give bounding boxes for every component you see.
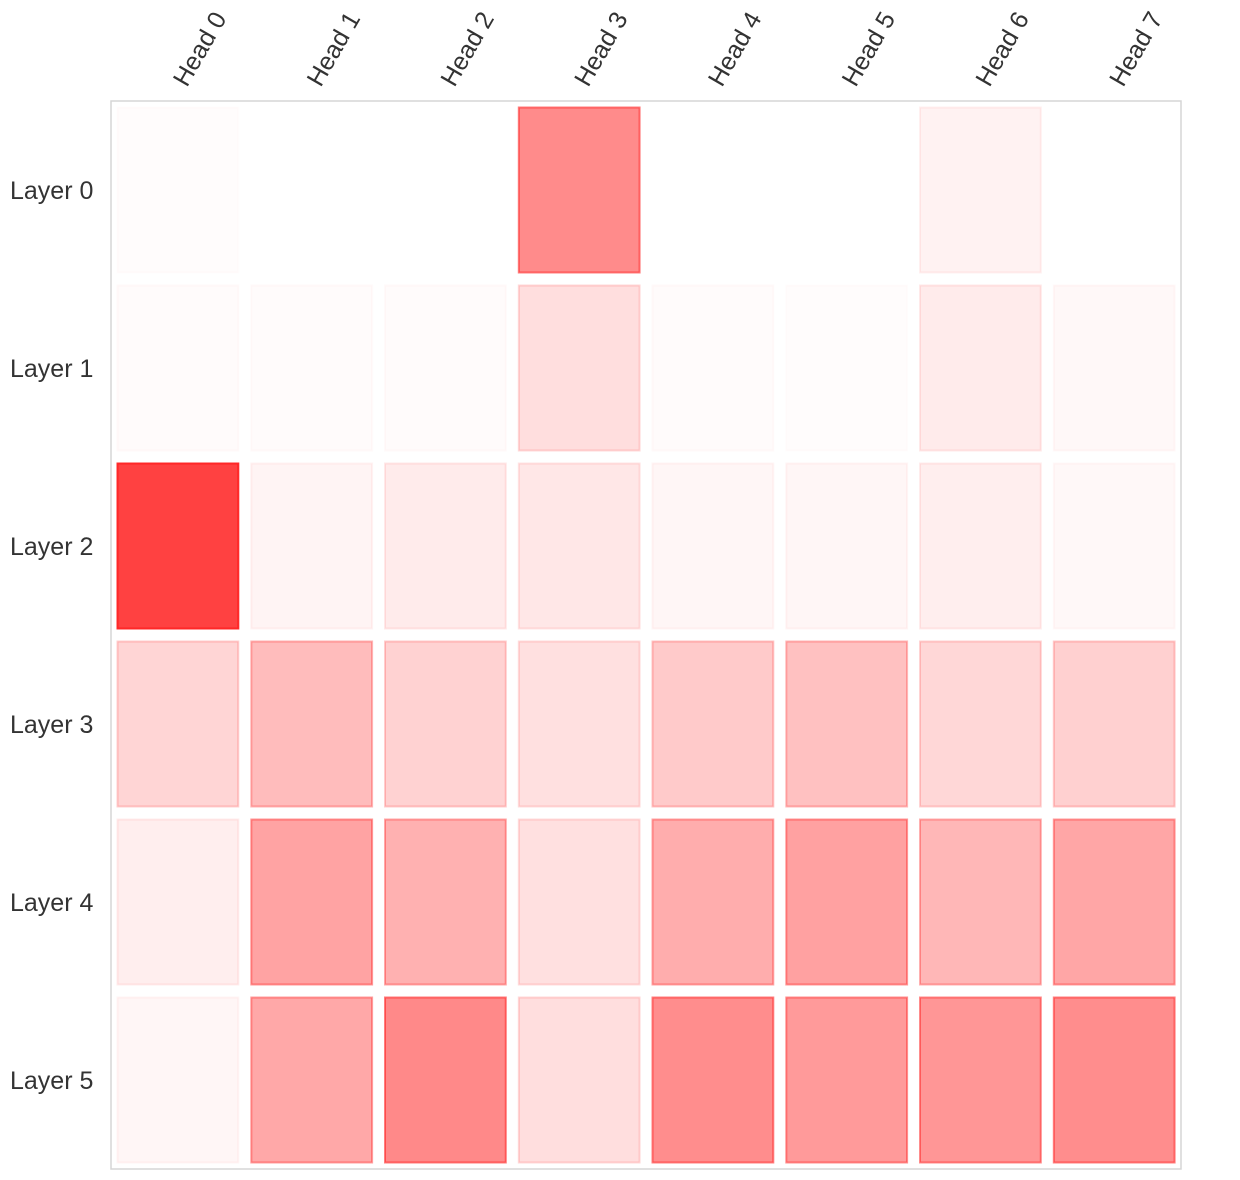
- heatmap-cell-layer-3-head-7: [1052, 640, 1176, 808]
- heatmap-cells: [116, 106, 1176, 1164]
- heatmap-cell-layer-2-head-4: [651, 462, 775, 630]
- heatmap-cell-layer-0-head-1: [251, 108, 372, 273]
- column-label-head-1: Head 1: [302, 7, 367, 91]
- heatmap-cell-layer-4-head-2: [384, 818, 507, 986]
- heatmap-cell-layer-1-head-5: [786, 286, 907, 451]
- heatmap-cell-layer-4-head-4: [651, 818, 775, 986]
- column-label-head-7: Head 7: [1104, 7, 1169, 91]
- heatmap-cell-layer-0-head-2: [385, 108, 506, 273]
- column-label-head-5: Head 5: [837, 7, 902, 91]
- column-label-head-2: Head 2: [435, 7, 500, 91]
- heatmap-cell-layer-0-head-4: [653, 108, 774, 273]
- heatmap-cell-layer-5-head-0: [116, 996, 240, 1164]
- heatmap-cell-layer-1-head-3: [517, 284, 641, 452]
- heatmap-cell-layer-2-head-0: [116, 462, 240, 630]
- row-label-layer-3: Layer 3: [10, 711, 93, 739]
- heatmap-cell-layer-4-head-7: [1052, 818, 1176, 986]
- row-label-layer-5: Layer 5: [10, 1067, 93, 1095]
- heatmap-cell-layer-1-head-4: [653, 286, 774, 451]
- heatmap-cell-layer-3-head-2: [384, 640, 507, 808]
- heatmap-cell-layer-3-head-3: [517, 640, 641, 808]
- plot-frame: [110, 100, 1182, 1170]
- heatmap-cell-layer-2-head-6: [919, 462, 1042, 630]
- column-label-head-0: Head 0: [168, 7, 233, 91]
- heatmap-cell-layer-4-head-1: [250, 818, 374, 986]
- heatmap-cell-layer-1-head-6: [919, 284, 1042, 452]
- heatmap-cell-layer-4-head-5: [785, 818, 909, 986]
- row-label-layer-2: Layer 2: [10, 533, 93, 561]
- row-labels: Layer 0 Layer 1 Layer 2 Layer 3 Layer 4 Layer…: [10, 177, 93, 1095]
- heatmap-cell-layer-1-head-0: [118, 286, 239, 451]
- heatmap-cell-layer-4-head-6: [919, 818, 1042, 986]
- heatmap-cell-layer-2-head-5: [785, 462, 909, 630]
- column-label-head-3: Head 3: [569, 7, 634, 91]
- heatmap-cell-layer-2-head-2: [384, 462, 507, 630]
- heatmap-cell-layer-1-head-1: [251, 286, 372, 451]
- heatmap-cell-layer-0-head-5: [786, 108, 907, 273]
- heatmap-cell-layer-5-head-3: [517, 996, 641, 1164]
- row-label-layer-1: Layer 1: [10, 355, 93, 383]
- heatmap-cell-layer-2-head-1: [250, 462, 374, 630]
- heatmap-cell-layer-5-head-4: [651, 996, 775, 1164]
- heatmap-cell-layer-3-head-5: [785, 640, 909, 808]
- heatmap-cell-layer-4-head-3: [517, 818, 641, 986]
- heatmap-cell-layer-0-head-3: [517, 106, 641, 274]
- heatmap-cell-layer-5-head-2: [384, 996, 507, 1164]
- heatmap-cell-layer-3-head-0: [116, 640, 240, 808]
- heatmap-cell-layer-0-head-6: [919, 106, 1042, 274]
- heatmap-cell-layer-5-head-7: [1052, 996, 1176, 1164]
- heatmap-cell-layer-3-head-1: [250, 640, 374, 808]
- column-label-head-4: Head 4: [703, 7, 768, 91]
- row-label-layer-0: Layer 0: [10, 177, 93, 205]
- heatmap-cell-layer-5-head-1: [250, 996, 374, 1164]
- heatmap-cell-layer-1-head-7: [1054, 286, 1175, 451]
- heatmap-cell-layer-0-head-0: [118, 108, 239, 273]
- heatmap-cell-layer-0-head-7: [1054, 108, 1175, 273]
- heatmap-cell-layer-2-head-3: [517, 462, 641, 630]
- column-labels: Head 0 Head 1 Head 2 Head 3 Head 4 Head 5 Head…: [168, 7, 1169, 91]
- heatmap-cell-layer-3-head-6: [919, 640, 1042, 808]
- heatmap-cell-layer-5-head-5: [785, 996, 909, 1164]
- row-label-layer-4: Layer 4: [10, 889, 93, 917]
- heatmap-cell-layer-3-head-4: [651, 640, 775, 808]
- heatmap-cell-layer-2-head-7: [1054, 464, 1175, 629]
- heatmap-cell-layer-4-head-0: [116, 818, 240, 986]
- heatmap-cell-layer-5-head-6: [919, 996, 1042, 1164]
- column-label-head-6: Head 6: [970, 7, 1035, 91]
- heatmap-cell-layer-1-head-2: [385, 286, 506, 451]
